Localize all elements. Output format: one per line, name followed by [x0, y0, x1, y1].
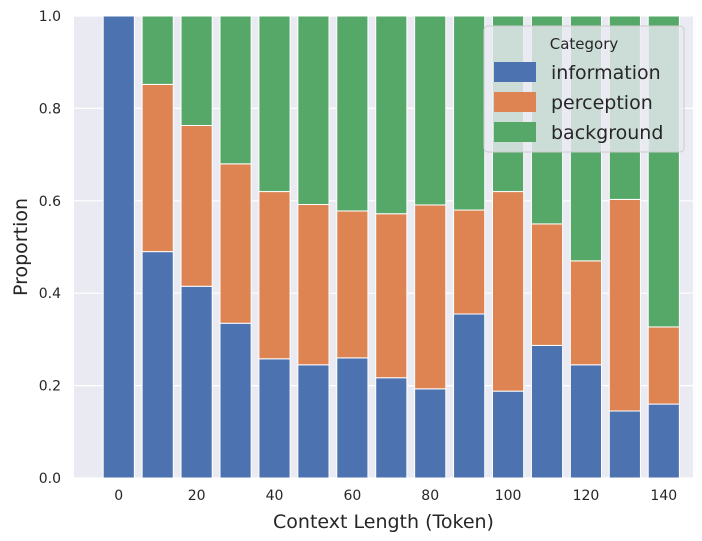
bar-information-0: [102, 15, 135, 479]
bar-information-60: [336, 357, 369, 479]
bar-information-10: [141, 251, 174, 479]
bar-background-10: [141, 15, 174, 85]
bar-information-90: [453, 313, 486, 479]
x-tick-label: 40: [266, 488, 284, 504]
bar-background-90: [453, 15, 486, 211]
bar-perception-140: [647, 326, 680, 405]
bar-background-50: [297, 15, 330, 205]
bar-background-30: [219, 15, 252, 165]
y-tick-label: 0.6: [39, 194, 61, 210]
bar-information-140: [647, 403, 680, 479]
x-tick-label: 140: [650, 488, 677, 504]
bar-background-20: [180, 15, 213, 126]
x-tick-labels: 0 20 40 60 80 100 120 140: [114, 488, 677, 504]
legend-swatch-background: [494, 122, 536, 142]
bar-information-70: [375, 377, 408, 479]
legend-swatch-perception: [494, 92, 536, 112]
y-tick-label: 0.0: [39, 471, 61, 487]
legend-box: [483, 25, 685, 153]
x-tick-label: 120: [573, 488, 600, 504]
y-tick-label: 0.4: [39, 286, 61, 302]
x-tick-label: 20: [188, 488, 206, 504]
y-axis-title: Proportion: [10, 198, 32, 296]
bar-information-50: [297, 364, 330, 479]
bar-information-40: [258, 358, 291, 479]
bar-background-40: [258, 15, 291, 193]
bar-perception-100: [492, 191, 525, 392]
x-axis-title: Context Length (Token): [273, 511, 494, 533]
legend-label-perception: perception: [551, 92, 653, 114]
bar-perception-70: [375, 213, 408, 379]
bar-background-80: [414, 15, 447, 206]
x-tick-label: 100: [495, 488, 522, 504]
x-tick-label: 60: [343, 488, 361, 504]
bar-information-20: [180, 285, 213, 479]
bar-perception-20: [180, 124, 213, 287]
bar-background-60: [336, 15, 369, 212]
x-tick-label: 80: [421, 488, 439, 504]
bar-background-70: [375, 15, 408, 215]
bar-information-80: [414, 388, 447, 479]
bar-information-110: [530, 344, 564, 479]
bar-perception-110: [530, 223, 564, 346]
legend-title: Category: [550, 35, 619, 53]
bar-information-100: [492, 390, 525, 479]
bar-perception-90: [453, 209, 486, 315]
bar-perception-120: [569, 260, 603, 366]
bar-information-130: [608, 410, 641, 479]
legend: Category information perception background: [483, 25, 685, 153]
legend-label-information: information: [551, 62, 661, 84]
legend-label-background: background: [551, 122, 663, 144]
bar-perception-80: [414, 204, 447, 390]
y-tick-label: 0.2: [39, 379, 61, 395]
x-tick-label: 0: [114, 488, 123, 504]
y-tick-label: 0.8: [39, 101, 61, 117]
bar-perception-60: [336, 210, 369, 359]
bar-perception-130: [608, 198, 641, 412]
legend-swatch-information: [494, 62, 536, 82]
bar-perception-10: [141, 83, 174, 253]
bar-information-30: [219, 322, 252, 479]
bar-information-120: [569, 364, 603, 479]
bar-perception-30: [219, 163, 252, 324]
y-tick-labels: 0.0 0.2 0.4 0.6 0.8 1.0: [39, 9, 61, 487]
bar-perception-40: [258, 191, 291, 360]
y-tick-label: 1.0: [39, 9, 61, 25]
bar-perception-50: [297, 203, 330, 366]
